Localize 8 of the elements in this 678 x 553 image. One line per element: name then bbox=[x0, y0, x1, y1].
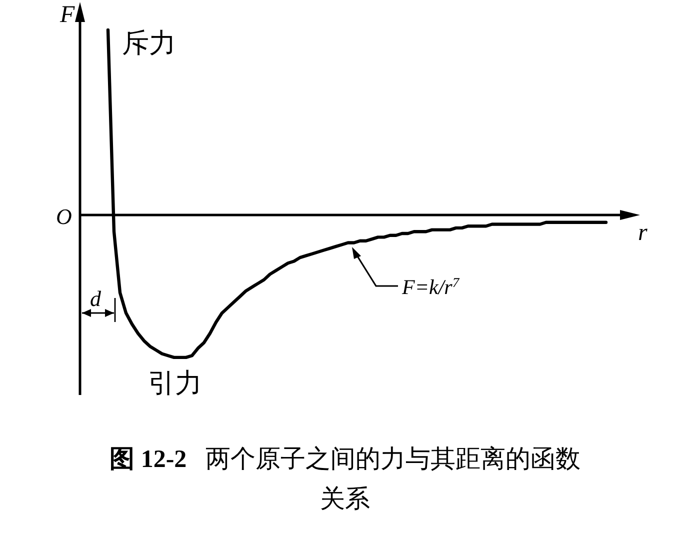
ylabel: F bbox=[60, 2, 75, 28]
title: 图 12-2 两个原子之间的力与其距离的函数关系 bbox=[108, 444, 582, 515]
xlabel: r bbox=[638, 220, 648, 246]
annotation: 引力 bbox=[148, 368, 202, 398]
annotation: 斥力 bbox=[122, 28, 176, 58]
annotation: d bbox=[90, 286, 101, 311]
annotation: F=k/r$^{7}$ bbox=[402, 274, 460, 299]
annotation: O bbox=[56, 204, 72, 229]
